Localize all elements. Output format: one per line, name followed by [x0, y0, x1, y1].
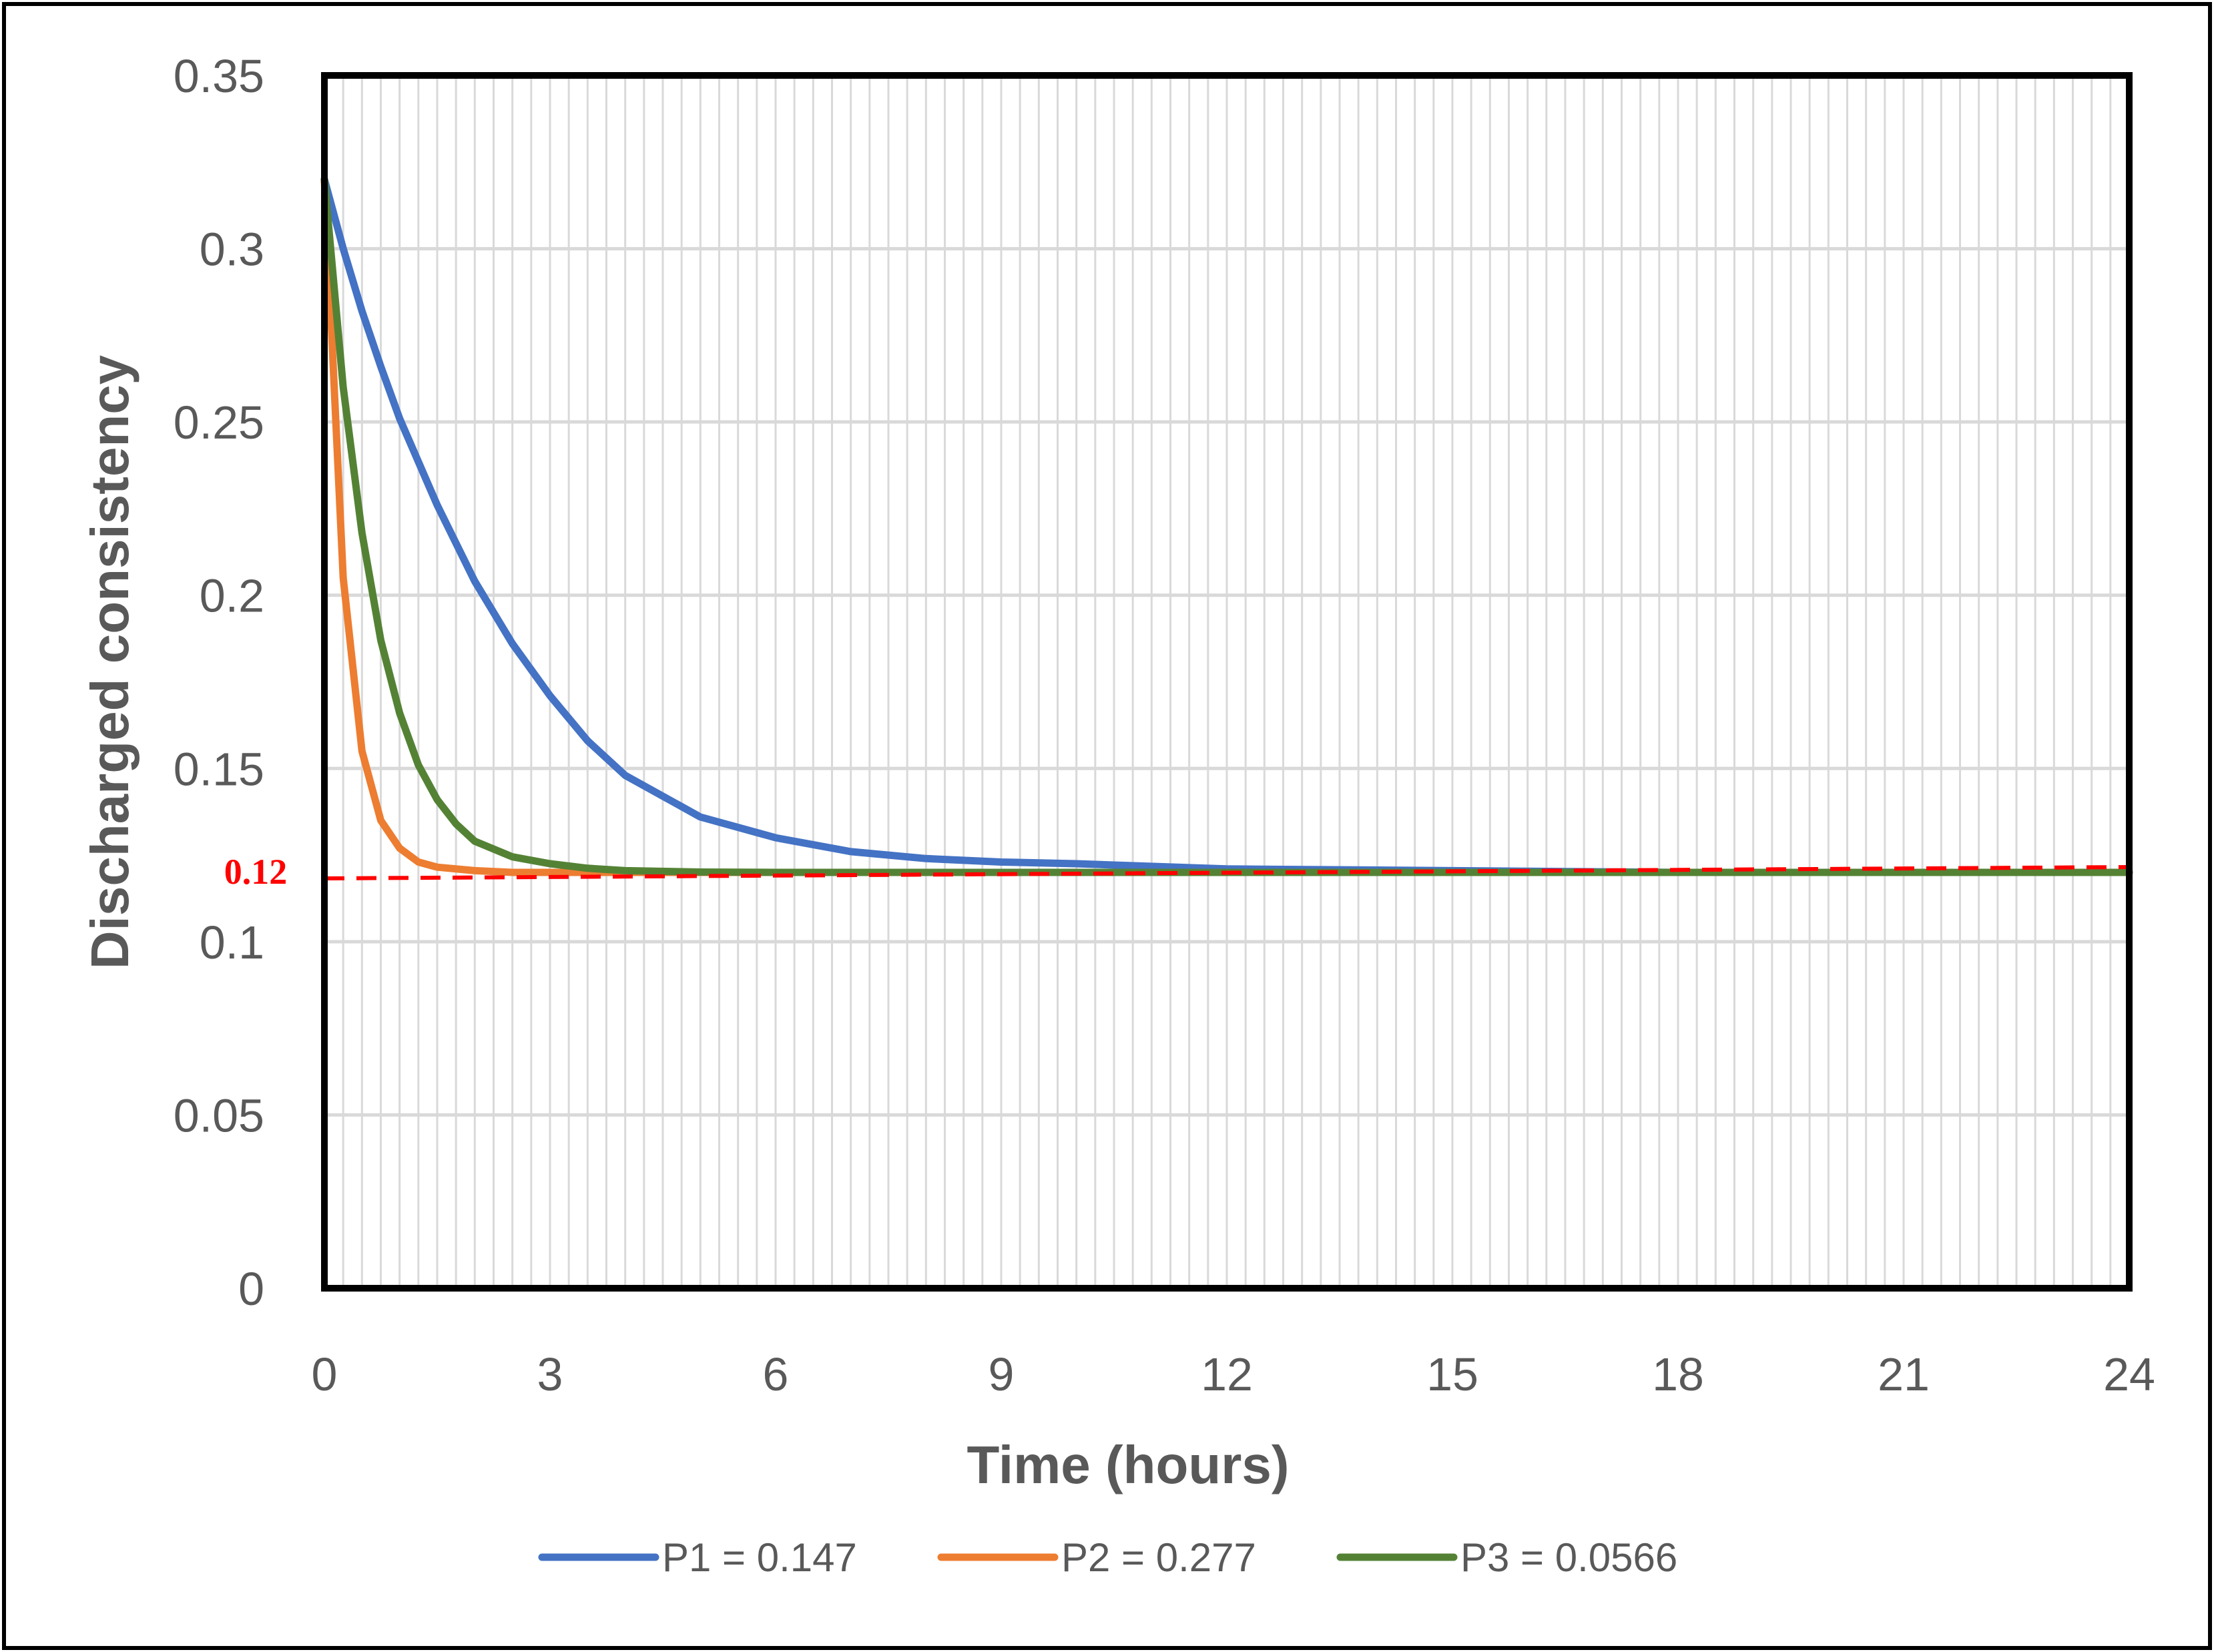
legend-label-p3: P3 = 0.0566: [1460, 1535, 1677, 1580]
legend: P1 = 0.147 P2 = 0.277 P3 = 0.0566: [538, 1535, 1677, 1580]
y-tick-label: 0.15: [174, 743, 264, 795]
x-tick-label: 3: [537, 1348, 563, 1400]
reference-label: 0.12: [224, 852, 288, 892]
legend-label-p1: P1 = 0.147: [662, 1535, 857, 1580]
y-axis-title: Discharged consistency: [80, 354, 140, 969]
legend-label-p2: P2 = 0.277: [1061, 1535, 1256, 1580]
x-tick-label: 0: [312, 1348, 338, 1400]
y-axis-ticks: 0 0.05 0.1 0.15 0.2 0.25 0.3 0.35: [174, 50, 264, 1315]
y-tick-label: 0.1: [200, 916, 264, 969]
y-tick-label: 0.3: [200, 224, 264, 276]
x-tick-label: 24: [2103, 1348, 2155, 1400]
y-tick-label: 0.05: [174, 1089, 264, 1141]
reference-line-group: 0.12: [200, 840, 2130, 897]
y-tick-label: 0.2: [200, 570, 264, 622]
x-tick-label: 15: [1426, 1348, 1478, 1400]
x-tick-label: 12: [1201, 1348, 1253, 1400]
y-tick-label: 0: [238, 1263, 264, 1315]
x-axis-ticks: 0 3 6 9 12 15 18 21 24: [312, 1348, 2155, 1400]
x-tick-label: 18: [1652, 1348, 1704, 1400]
x-tick-label: 9: [989, 1348, 1015, 1400]
x-tick-label: 21: [1878, 1348, 1930, 1400]
reference-line: [324, 865, 2130, 881]
y-tick-label: 0.25: [174, 396, 264, 449]
x-tick-label: 6: [763, 1348, 789, 1400]
y-tick-label: 0.35: [174, 50, 264, 102]
series-line-p3: [320, 176, 2133, 876]
reference-label-bg: [200, 840, 312, 897]
minor-gridlines: [323, 75, 2131, 1288]
x-axis-title: Time (hours): [966, 1435, 1289, 1494]
plot-area-border: [321, 72, 2133, 1292]
